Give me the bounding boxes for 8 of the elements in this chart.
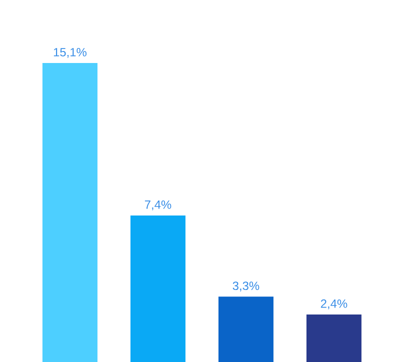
bar [306, 314, 362, 362]
data-label: 2,4% [320, 299, 348, 310]
bar [42, 62, 98, 362]
data-label: 3,3% [232, 282, 260, 292]
data-label: 7,4% [144, 200, 172, 210]
bar [130, 215, 186, 362]
data-label: 15,1% [54, 48, 86, 58]
bar [218, 296, 274, 362]
